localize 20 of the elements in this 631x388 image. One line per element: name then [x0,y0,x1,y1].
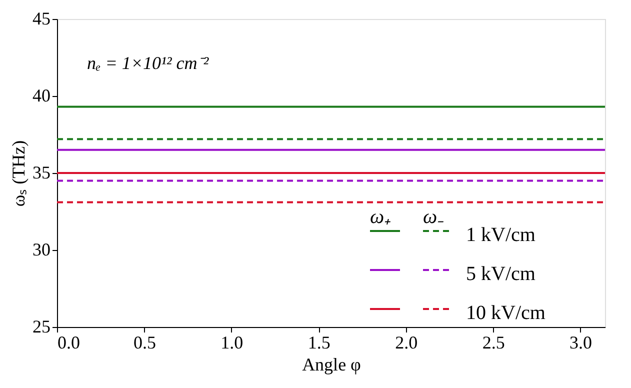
x-axis-title: Angle φ [302,354,361,374]
annotation: ω₋ [423,206,444,228]
x-tick-label: 1.0 [220,332,244,352]
legend-label: 1 kV/cm [466,224,536,246]
x-tick-label: 2.0 [395,332,418,352]
y-tick-label: 35 [32,162,50,182]
y-tick-label: 40 [32,86,50,106]
y-tick-label: 25 [32,316,50,336]
legend-label: 5 kV/cm [466,263,536,285]
x-tick-label: 3.0 [570,332,592,352]
y-axis-title: ωₛ (THz) [8,140,28,207]
x-tick-label: 1.5 [308,332,330,352]
y-tick-label: 45 [32,8,50,28]
annotation: ω₊ [370,206,392,228]
annotation: nₑ = 1×10¹² cm⁻² [87,53,210,73]
x-tick-label: 0.5 [133,332,156,352]
x-tick-label: 2.5 [482,332,505,352]
legend-label: 10 kV/cm [466,302,546,324]
x-tick-label: 0.0 [58,332,80,352]
y-tick-label: 30 [32,240,50,260]
